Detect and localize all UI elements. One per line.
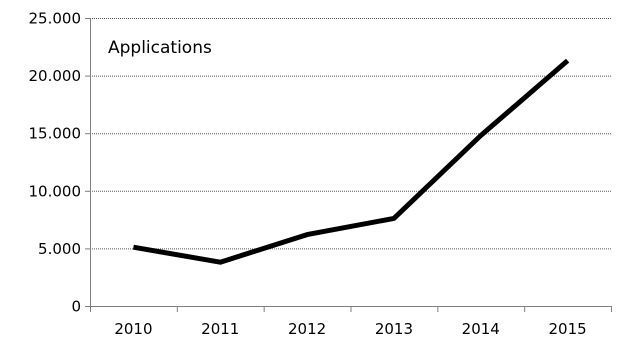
axes: [90, 18, 611, 307]
x-axis-ticks: 2010 2011 2012 2013 2014 2015: [90, 306, 612, 338]
series-line-0: [132, 58, 570, 265]
y-tick-label-4: 20.000: [29, 67, 82, 85]
y-tick-label-0: 0: [71, 298, 81, 316]
x-tick-label-3: 2013: [375, 320, 413, 338]
y-axis-ticks: 0 5.000 10.000 15.000 20.000 25.000: [29, 10, 90, 316]
y-tick-label-1: 5.000: [38, 240, 81, 258]
x-tick-label-5: 2015: [548, 320, 586, 338]
x-tick-label-2: 2012: [288, 320, 326, 338]
x-tick-label-1: 2011: [201, 320, 239, 338]
x-tick-label-0: 2010: [114, 320, 152, 338]
y-tick-label-5: 25.000: [29, 10, 82, 28]
y-tick-label-3: 15.000: [29, 125, 82, 143]
series-label: Applications: [108, 38, 212, 58]
gridlines: [90, 18, 611, 250]
x-tick-label-4: 2014: [462, 320, 500, 338]
series-group: [132, 58, 570, 265]
y-tick-label-2: 10.000: [29, 182, 82, 200]
